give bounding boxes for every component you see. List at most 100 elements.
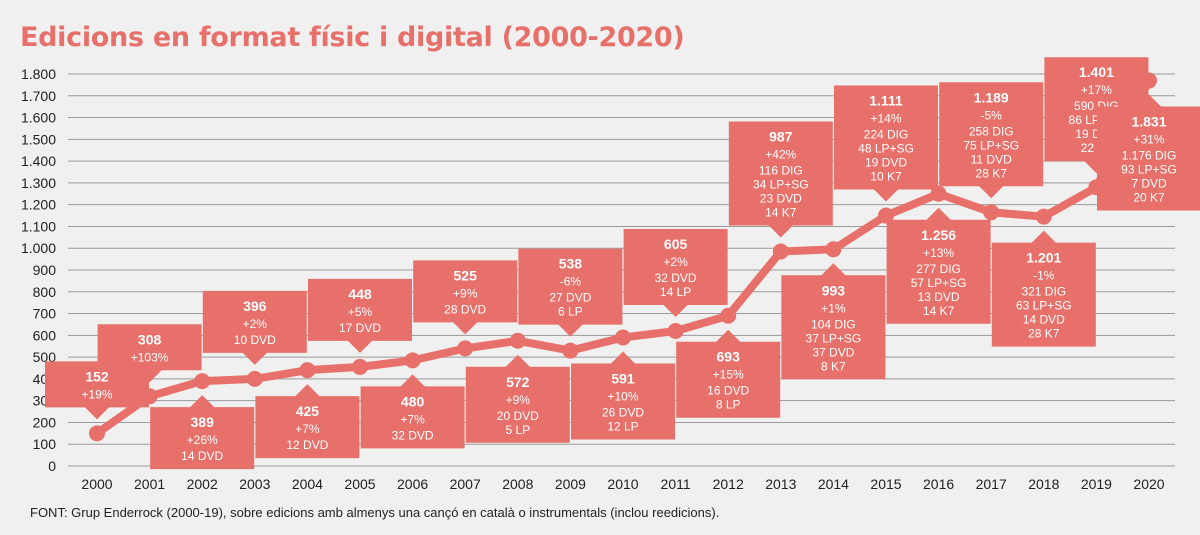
callout-change: +2% [243, 317, 268, 331]
y-tick-label: 1.800 [21, 66, 56, 82]
callout-total: 1.256 [921, 227, 956, 243]
callout-box [886, 207, 991, 324]
x-tick-label: 2003 [239, 476, 270, 492]
callout-box [518, 248, 623, 337]
callout-total: 389 [191, 414, 215, 430]
callout-total: 572 [506, 374, 530, 390]
callout-detail: 14 LP [660, 285, 691, 299]
data-label: 396 +2% 10 DVD [202, 290, 307, 365]
callout-box [728, 121, 833, 238]
callout-box [202, 290, 307, 365]
data-point [509, 332, 526, 349]
callout-total: 480 [401, 393, 425, 409]
callout-change: +9% [506, 393, 531, 407]
y-tick-label: 1.700 [21, 88, 56, 104]
x-tick-label: 2012 [713, 476, 744, 492]
x-tick-label: 2018 [1028, 476, 1059, 492]
callout-detail: 277 DIG [916, 262, 961, 276]
callout-detail: 93 LP+SG [1121, 163, 1177, 177]
callout-total: 308 [138, 331, 162, 347]
callout-total: 1.831 [1131, 114, 1166, 130]
callout-change: +42% [765, 147, 796, 161]
callout-detail: 8 K7 [821, 359, 846, 373]
series-line-group [89, 72, 1157, 442]
data-point [246, 370, 263, 387]
callout-change: +14% [870, 112, 901, 126]
x-tick-label: 2011 [661, 476, 691, 492]
callout-box [255, 384, 360, 459]
x-tick-label: 2007 [450, 476, 481, 492]
data-label: 448 +5% 17 DVD [308, 278, 412, 353]
callout-detail: 12 DVD [286, 438, 328, 452]
callout-box [676, 329, 781, 418]
callout-detail: 16 DVD [707, 384, 749, 398]
x-tick-label: 2015 [870, 476, 901, 492]
callout-box [413, 260, 518, 335]
callout-total: 987 [769, 128, 793, 144]
data-labels: 152 +19% 308 +103% 389 +26% 14 DVD 396 +2% 10 DVD… [45, 57, 1200, 470]
callout-detail: 11 DVD [971, 152, 1012, 166]
callout-detail: 116 DIG [759, 163, 803, 177]
data-point [720, 307, 737, 324]
data-point [983, 204, 1000, 221]
x-tick-label: 2009 [555, 476, 586, 492]
callout-box [360, 374, 465, 449]
callout-detail: 14 DVD [181, 449, 223, 463]
callout-box [45, 361, 149, 420]
callout-detail: 75 LP+SG [963, 138, 1019, 152]
callout-detail: 13 DVD [918, 290, 960, 304]
callout-detail: 28 DVD [444, 302, 486, 316]
callout-detail: 32 DVD [655, 271, 697, 285]
callout-total: 1.401 [1079, 64, 1114, 80]
source-note: FONT: Grup Enderrock (2000-19), sobre ed… [30, 505, 720, 520]
callout-detail: 14 DVD [1023, 313, 1065, 327]
data-label: 389 +26% 14 DVD [150, 395, 255, 470]
x-tick-label: 2000 [81, 476, 112, 492]
x-tick-label: 2014 [818, 476, 849, 492]
y-tick-label: 1.000 [21, 240, 56, 256]
callout-box [571, 351, 675, 440]
callout-total: 1.201 [1026, 250, 1061, 266]
callout-total: 591 [611, 371, 635, 387]
callout-detail: 12 LP [607, 420, 638, 434]
data-label: 480 +7% 32 DVD [360, 374, 465, 449]
callout-detail: 258 DIG [969, 124, 1014, 138]
x-tick-label: 2010 [607, 476, 638, 492]
callout-change: -6% [560, 275, 582, 289]
x-tick-label: 2020 [1133, 476, 1164, 492]
data-point [667, 322, 684, 339]
data-point [615, 329, 631, 346]
callout-detail: 28 K7 [976, 166, 1008, 180]
data-label: 308 +103% [97, 324, 202, 383]
callout-total: 1.111 [869, 93, 903, 109]
data-point [457, 340, 474, 357]
y-tick-label: 1.100 [21, 218, 56, 234]
callout-box [150, 395, 255, 470]
y-tick-label: 1.600 [21, 110, 56, 126]
data-point [1035, 208, 1052, 225]
data-point [299, 362, 316, 379]
callout-detail: 14 K7 [765, 205, 797, 219]
callout-box [623, 228, 728, 317]
callout-change: +2% [663, 255, 688, 269]
y-tick-label: 700 [33, 306, 57, 322]
callout-detail: 63 LP+SG [1016, 299, 1072, 313]
callout-change: +5% [348, 305, 373, 319]
callout-total: 538 [559, 256, 583, 272]
x-tick-label: 2013 [765, 476, 796, 492]
y-tick-label: 1.200 [21, 197, 56, 213]
callout-change: +1% [821, 301, 846, 315]
callout-box [781, 263, 886, 380]
callout-change: -5% [981, 108, 1003, 122]
callout-detail: 20 DVD [497, 409, 539, 423]
callout-total: 993 [822, 282, 846, 298]
callout-detail: 8 LP [716, 398, 741, 412]
callout-detail: 224 DIG [864, 128, 909, 142]
callout-change: +19% [81, 387, 112, 401]
